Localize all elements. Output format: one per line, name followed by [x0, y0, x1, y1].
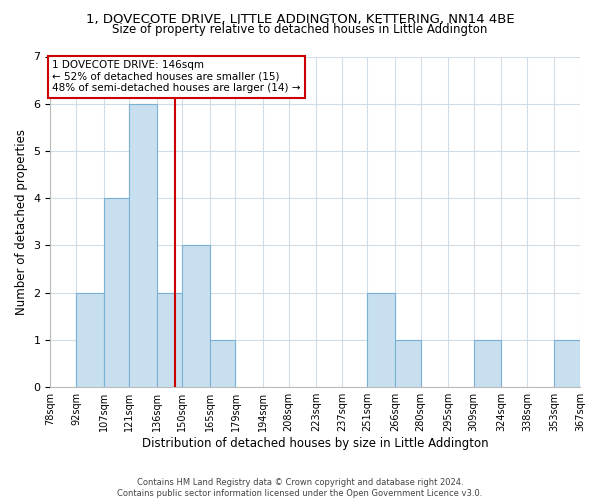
Text: 1, DOVECOTE DRIVE, LITTLE ADDINGTON, KETTERING, NN14 4BE: 1, DOVECOTE DRIVE, LITTLE ADDINGTON, KET… — [86, 12, 514, 26]
Bar — [182, 246, 210, 387]
X-axis label: Distribution of detached houses by size in Little Addington: Distribution of detached houses by size … — [142, 437, 488, 450]
Bar — [129, 104, 157, 387]
Bar — [395, 340, 421, 387]
Y-axis label: Number of detached properties: Number of detached properties — [15, 129, 28, 315]
Bar — [157, 292, 182, 387]
Bar — [367, 292, 395, 387]
Text: Contains HM Land Registry data © Crown copyright and database right 2024.
Contai: Contains HM Land Registry data © Crown c… — [118, 478, 482, 498]
Bar — [104, 198, 129, 387]
Bar — [210, 340, 235, 387]
Text: 1 DOVECOTE DRIVE: 146sqm
← 52% of detached houses are smaller (15)
48% of semi-d: 1 DOVECOTE DRIVE: 146sqm ← 52% of detach… — [52, 60, 301, 94]
Text: Size of property relative to detached houses in Little Addington: Size of property relative to detached ho… — [112, 22, 488, 36]
Bar — [554, 340, 580, 387]
Bar — [76, 292, 104, 387]
Bar — [474, 340, 501, 387]
